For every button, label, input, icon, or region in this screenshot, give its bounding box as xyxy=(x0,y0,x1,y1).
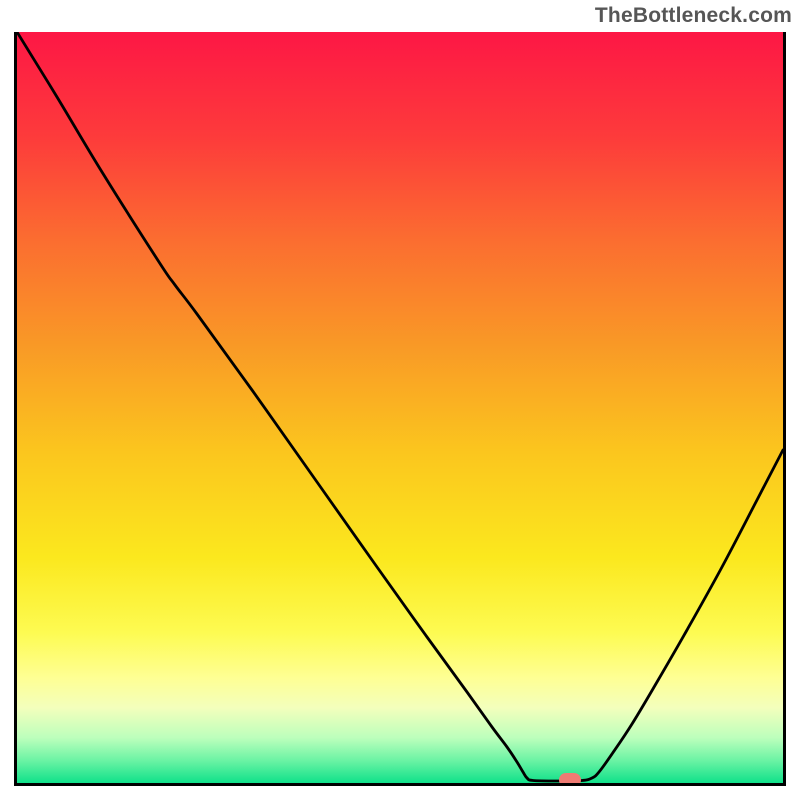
chart-container: TheBottleneck.com xyxy=(0,0,800,800)
optimal-marker xyxy=(559,773,581,786)
bottleneck-curve xyxy=(17,32,783,781)
curve-svg xyxy=(17,32,783,783)
watermark-text: TheBottleneck.com xyxy=(595,4,792,28)
plot-area xyxy=(14,32,786,786)
